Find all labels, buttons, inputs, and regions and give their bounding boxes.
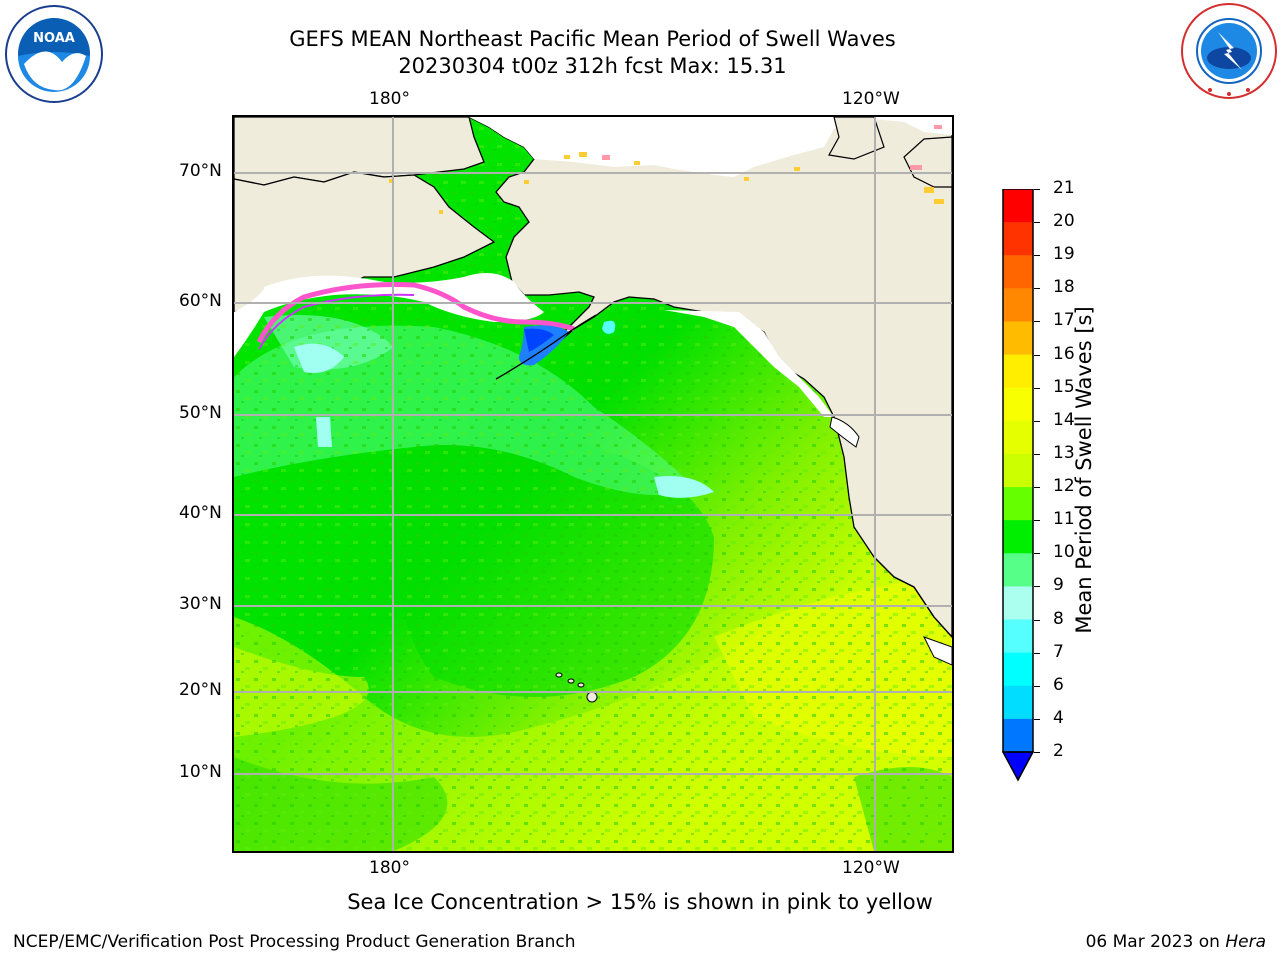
colorbar-tick-mark <box>1034 619 1040 621</box>
colorbar-segment <box>1003 321 1033 356</box>
colorbar-segment <box>1003 189 1033 223</box>
branch-credit: NCEP/EMC/Verification Post Processing Pr… <box>13 932 576 952</box>
colorbar-tick-label: 18 <box>1053 277 1075 298</box>
lat-label-20n: 20°N <box>179 680 222 700</box>
colorbar-tick-mark <box>1034 652 1040 654</box>
colorbar-tick-label: 7 <box>1053 641 1064 662</box>
colorbar-tick-label: 4 <box>1053 707 1064 728</box>
colorbar-tick-label: 17 <box>1053 310 1075 331</box>
lon-label-bottom-180: 180° <box>369 858 410 878</box>
colorbar-tick-label: 14 <box>1053 409 1075 430</box>
colorbar-segment <box>1003 619 1033 654</box>
colorbar-tick-mark <box>1034 222 1040 224</box>
swell-period-map <box>232 115 954 853</box>
colorbar-segment <box>1003 487 1033 521</box>
colorbar-segment <box>1003 354 1033 389</box>
colorbar-segment <box>1003 222 1033 256</box>
colorbar-tick-mark <box>1034 685 1040 687</box>
colorbar-segment <box>1003 255 1033 289</box>
colorbar-segment <box>1003 420 1033 455</box>
colorbar-tick-label: 12 <box>1053 476 1075 497</box>
lat-label-50n: 50°N <box>179 403 222 423</box>
period-8-9-region <box>294 343 344 373</box>
chart-title-line1: GEFS MEAN Northeast Pacific Mean Period … <box>289 27 896 51</box>
lat-label-60n: 60°N <box>179 291 222 311</box>
graticule <box>234 117 952 851</box>
lat-label-40n: 40°N <box>179 503 222 523</box>
sea-ice-edge <box>256 282 575 344</box>
colorbar-tick-mark <box>1034 387 1040 389</box>
colorbar-tick-label: 15 <box>1053 376 1075 397</box>
hawaii-islands <box>555 672 598 703</box>
colorbar-tick-mark <box>1034 255 1040 257</box>
chart-title-line2: 20230304 t00z 312h fcst Max: 15.31 <box>398 54 787 78</box>
colorbar-extend-triangle <box>1002 751 1035 782</box>
lon-label-bottom-120w: 120°W <box>842 858 900 878</box>
machine-name: Hera <box>1225 932 1266 952</box>
colorbar-tick-label: 8 <box>1053 608 1064 629</box>
colorbar-tick-label: 21 <box>1053 178 1075 198</box>
colorbar-segment <box>1003 652 1033 687</box>
colorbar-tick-label: 2 <box>1053 741 1064 761</box>
colorbar-segment <box>1003 520 1033 554</box>
colorbar-tick-mark <box>1034 189 1040 190</box>
colorbar-segment <box>1003 718 1033 753</box>
lon-label-top-180: 180° <box>369 89 410 109</box>
colorbar-segment <box>1003 387 1033 422</box>
colorbar-label: Mean Period of Swell Waves [s] <box>1072 306 1096 634</box>
colorbar-tick-mark <box>1034 752 1040 753</box>
colorbar-tick-mark <box>1034 487 1040 489</box>
sea-ice-note: Sea Ice Concentration > 15% is shown in … <box>347 890 933 914</box>
lon-label-top-120w: 120°W <box>842 89 900 109</box>
lat-label-70n: 70°N <box>179 161 222 181</box>
nws-logo-icon <box>1180 2 1278 100</box>
colorbar-tick-mark <box>1034 420 1040 422</box>
colorbar-tick-label: 20 <box>1053 211 1075 232</box>
colorbar-tick-label: 10 <box>1053 542 1075 563</box>
run-date: 06 Mar 2023 on Hera <box>1086 932 1266 952</box>
colorbar-segment <box>1003 685 1033 720</box>
run-date-text: 06 Mar 2023 on <box>1085 932 1226 952</box>
colorbar-tick-mark <box>1034 288 1040 290</box>
noaa-logo-icon: NOAA <box>4 4 104 104</box>
colorbar-tick-mark <box>1034 354 1040 356</box>
colorbar-segment <box>1003 586 1033 621</box>
colorbar-tick-label: 11 <box>1053 509 1075 530</box>
colorbar-segment <box>1003 553 1033 587</box>
colorbar-tick-mark <box>1034 453 1040 455</box>
noaa-logo-text: NOAA <box>33 31 75 46</box>
colorbar-tick-mark <box>1034 520 1040 522</box>
colorbar-segment <box>1003 288 1033 322</box>
colorbar-tick-label: 13 <box>1053 442 1075 463</box>
lat-label-10n: 10°N <box>179 762 222 782</box>
colorbar-tick-label: 6 <box>1053 674 1064 695</box>
colorbar-tick-label: 9 <box>1053 575 1064 596</box>
colorbar-tick-label: 16 <box>1053 343 1075 364</box>
colorbar-tick-mark <box>1034 586 1040 588</box>
colorbar-tick-mark <box>1034 553 1040 555</box>
colorbar-segment <box>1003 453 1033 488</box>
colorbar <box>1002 189 1035 782</box>
lat-label-30n: 30°N <box>179 594 222 614</box>
colorbar-tick-mark <box>1034 321 1040 323</box>
colorbar-tick-label: 19 <box>1053 244 1075 265</box>
colorbar-tick-mark <box>1034 718 1040 720</box>
